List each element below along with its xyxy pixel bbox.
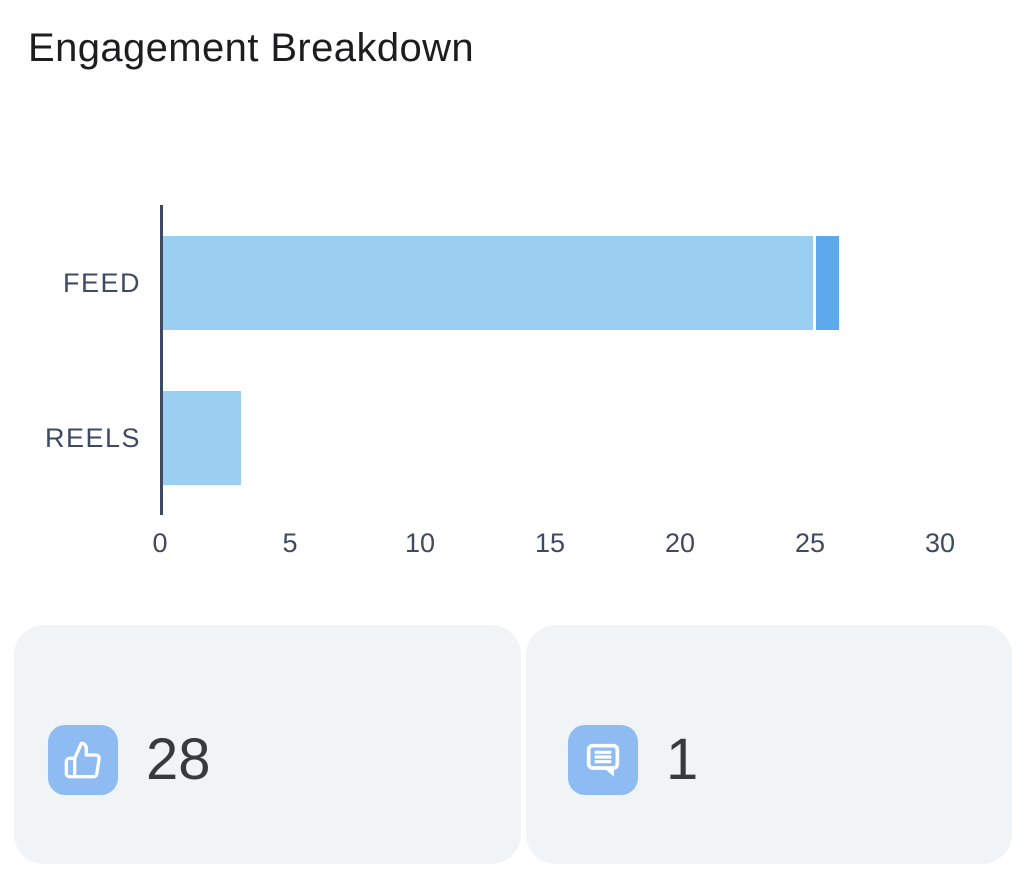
- category-label-reels: REELS: [44, 422, 141, 453]
- comments-stat-row: 1: [568, 725, 698, 795]
- x-tick-15: 15: [534, 528, 566, 558]
- x-tick-30: 30: [924, 528, 956, 558]
- page-title: Engagement Breakdown: [28, 26, 475, 70]
- thumbs-up-icon: [48, 725, 118, 795]
- y-axis-line: [160, 205, 163, 515]
- bar-feed: [163, 236, 839, 330]
- likes-stat-card: 28: [14, 625, 521, 864]
- x-tick-0: 0: [152, 528, 168, 558]
- bar-segment-reels-likes: [163, 391, 241, 485]
- comment-icon: [568, 725, 638, 795]
- comments-count: 1: [666, 727, 699, 792]
- bar-reels: [163, 391, 241, 485]
- engagement-bar-chart: FEED REELS 0 5 10 15 20 25 30: [44, 205, 956, 558]
- likes-stat-row: 28: [48, 725, 211, 795]
- bar-segment-feed-comments: [813, 236, 839, 330]
- category-label-feed: FEED: [62, 267, 141, 298]
- likes-count: 28: [146, 727, 211, 792]
- x-tick-20: 20: [664, 528, 696, 558]
- comments-stat-card: 1: [526, 625, 1012, 864]
- x-tick-25: 25: [794, 528, 826, 558]
- x-tick-5: 5: [282, 528, 298, 558]
- x-tick-10: 10: [404, 528, 436, 558]
- bar-segment-feed-likes: [163, 236, 813, 330]
